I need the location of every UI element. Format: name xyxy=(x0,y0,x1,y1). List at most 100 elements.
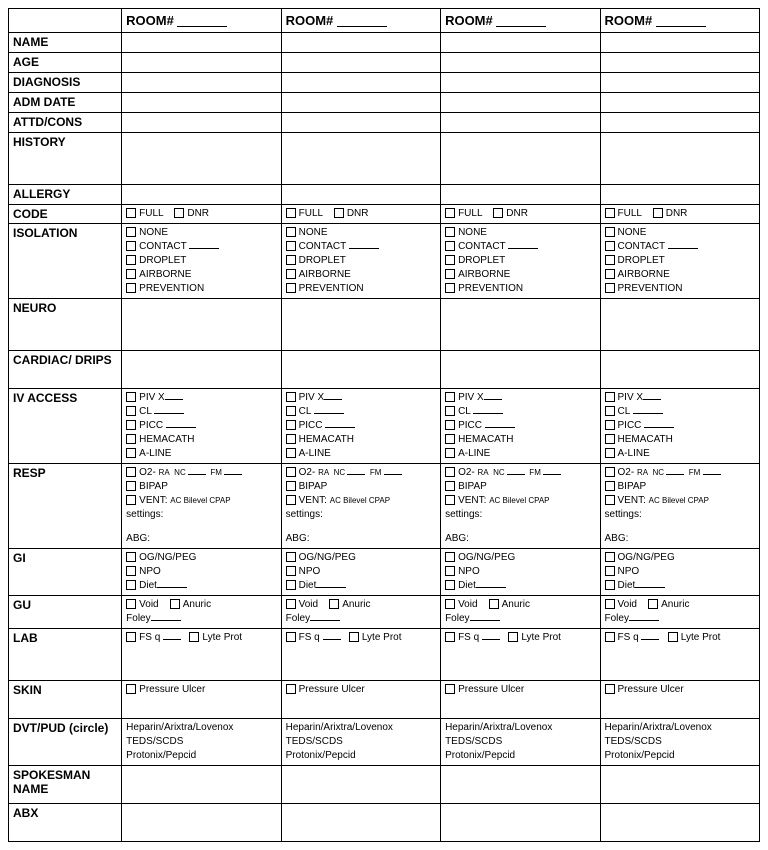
cell-history-1[interactable] xyxy=(281,133,440,185)
cell-skin-3[interactable]: Pressure Ulcer xyxy=(600,681,759,719)
cell-lab-2[interactable]: FS q Lyte Prot xyxy=(441,629,600,681)
cell-gu-1[interactable]: Void AnuricFoley xyxy=(281,596,440,629)
cell-code-1[interactable]: FULL DNR xyxy=(281,205,440,224)
cell-isolation-2[interactable]: NONECONTACT DROPLETAIRBORNEPREVENTION xyxy=(441,224,600,299)
cell-gi-0[interactable]: OG/NG/PEGNPODiet xyxy=(122,549,281,596)
cell-attd-cons-1[interactable] xyxy=(281,113,440,133)
row-name: NAME xyxy=(9,33,760,53)
cell-diagnosis-1[interactable] xyxy=(281,73,440,93)
cell-skin-1[interactable]: Pressure Ulcer xyxy=(281,681,440,719)
label-gu: GU xyxy=(9,596,122,629)
cell-cardiac-drips-1[interactable] xyxy=(281,351,440,389)
cell-age-2[interactable] xyxy=(441,53,600,73)
cell-spokesman-0[interactable] xyxy=(122,766,281,804)
cell-spokesman-2[interactable] xyxy=(441,766,600,804)
row-age: AGE xyxy=(9,53,760,73)
cell-spokesman-1[interactable] xyxy=(281,766,440,804)
cell-resp-2[interactable]: O2- RA NC FM BIPAPVENT: AC Bilevel CPAPs… xyxy=(441,464,600,549)
cell-isolation-1[interactable]: NONECONTACT DROPLETAIRBORNEPREVENTION xyxy=(281,224,440,299)
cell-lab-1[interactable]: FS q Lyte Prot xyxy=(281,629,440,681)
cell-history-2[interactable] xyxy=(441,133,600,185)
cell-gu-3[interactable]: Void AnuricFoley xyxy=(600,596,759,629)
cell-code-3[interactable]: FULL DNR xyxy=(600,205,759,224)
cell-iv-access-0[interactable]: PIV XCL PICC HEMACATHA-LINE xyxy=(122,389,281,464)
cell-adm-date-3[interactable] xyxy=(600,93,759,113)
cell-gi-1[interactable]: OG/NG/PEGNPODiet xyxy=(281,549,440,596)
label-attd-cons: ATTD/CONS xyxy=(9,113,122,133)
row-resp: RESPO2- RA NC FM BIPAPVENT: AC Bilevel C… xyxy=(9,464,760,549)
cell-code-0[interactable]: FULL DNR xyxy=(122,205,281,224)
room-header-2[interactable]: ROOM# xyxy=(441,9,600,33)
room-header-0[interactable]: ROOM# xyxy=(122,9,281,33)
cell-lab-0[interactable]: FS q Lyte Prot xyxy=(122,629,281,681)
cell-abx-1[interactable] xyxy=(281,804,440,842)
cell-attd-cons-3[interactable] xyxy=(600,113,759,133)
cell-allergy-0[interactable] xyxy=(122,185,281,205)
label-lab: LAB xyxy=(9,629,122,681)
cell-iv-access-2[interactable]: PIV XCL PICC HEMACATHA-LINE xyxy=(441,389,600,464)
label-skin: SKIN xyxy=(9,681,122,719)
cell-spokesman-3[interactable] xyxy=(600,766,759,804)
cell-gu-0[interactable]: Void AnuricFoley xyxy=(122,596,281,629)
cell-abx-3[interactable] xyxy=(600,804,759,842)
label-spokesman: SPOKESMAN NAME xyxy=(9,766,122,804)
cell-iv-access-1[interactable]: PIV XCL PICC HEMACATHA-LINE xyxy=(281,389,440,464)
cell-neuro-0[interactable] xyxy=(122,299,281,351)
cell-isolation-0[interactable]: NONECONTACT DROPLETAIRBORNEPREVENTION xyxy=(122,224,281,299)
cell-attd-cons-0[interactable] xyxy=(122,113,281,133)
cell-gu-2[interactable]: Void AnuricFoley xyxy=(441,596,600,629)
cell-code-2[interactable]: FULL DNR xyxy=(441,205,600,224)
cell-allergy-2[interactable] xyxy=(441,185,600,205)
cell-age-0[interactable] xyxy=(122,53,281,73)
cell-allergy-1[interactable] xyxy=(281,185,440,205)
cell-dvt-pud-1[interactable]: Heparin/Arixtra/LovenoxTEDS/SCDSProtonix… xyxy=(281,719,440,766)
cell-skin-0[interactable]: Pressure Ulcer xyxy=(122,681,281,719)
cell-name-2[interactable] xyxy=(441,33,600,53)
room-header-3[interactable]: ROOM# xyxy=(600,9,759,33)
cell-attd-cons-2[interactable] xyxy=(441,113,600,133)
cell-diagnosis-3[interactable] xyxy=(600,73,759,93)
label-gi: GI xyxy=(9,549,122,596)
room-header-1[interactable]: ROOM# xyxy=(281,9,440,33)
cell-history-3[interactable] xyxy=(600,133,759,185)
cell-gi-3[interactable]: OG/NG/PEGNPODiet xyxy=(600,549,759,596)
cell-gi-2[interactable]: OG/NG/PEGNPODiet xyxy=(441,549,600,596)
cell-abx-0[interactable] xyxy=(122,804,281,842)
cell-iv-access-3[interactable]: PIV XCL PICC HEMACATHA-LINE xyxy=(600,389,759,464)
cell-resp-1[interactable]: O2- RA NC FM BIPAPVENT: AC Bilevel CPAPs… xyxy=(281,464,440,549)
cell-allergy-3[interactable] xyxy=(600,185,759,205)
cell-resp-3[interactable]: O2- RA NC FM BIPAPVENT: AC Bilevel CPAPs… xyxy=(600,464,759,549)
cell-dvt-pud-3[interactable]: Heparin/Arixtra/LovenoxTEDS/SCDSProtonix… xyxy=(600,719,759,766)
cell-neuro-1[interactable] xyxy=(281,299,440,351)
cell-age-3[interactable] xyxy=(600,53,759,73)
cell-name-0[interactable] xyxy=(122,33,281,53)
cell-adm-date-2[interactable] xyxy=(441,93,600,113)
cell-cardiac-drips-0[interactable] xyxy=(122,351,281,389)
cell-cardiac-drips-2[interactable] xyxy=(441,351,600,389)
label-room-header xyxy=(9,9,122,33)
cell-history-0[interactable] xyxy=(122,133,281,185)
cell-resp-0[interactable]: O2- RA NC FM BIPAPVENT: AC Bilevel CPAPs… xyxy=(122,464,281,549)
cell-adm-date-0[interactable] xyxy=(122,93,281,113)
cell-cardiac-drips-3[interactable] xyxy=(600,351,759,389)
cell-diagnosis-2[interactable] xyxy=(441,73,600,93)
cell-neuro-2[interactable] xyxy=(441,299,600,351)
label-adm-date: ADM DATE xyxy=(9,93,122,113)
cell-isolation-3[interactable]: NONECONTACT DROPLETAIRBORNEPREVENTION xyxy=(600,224,759,299)
cell-lab-3[interactable]: FS q Lyte Prot xyxy=(600,629,759,681)
cell-abx-2[interactable] xyxy=(441,804,600,842)
cell-dvt-pud-2[interactable]: Heparin/Arixtra/LovenoxTEDS/SCDSProtonix… xyxy=(441,719,600,766)
label-diagnosis: DIAGNOSIS xyxy=(9,73,122,93)
cell-name-1[interactable] xyxy=(281,33,440,53)
label-allergy: ALLERGY xyxy=(9,185,122,205)
cell-adm-date-1[interactable] xyxy=(281,93,440,113)
cell-dvt-pud-0[interactable]: Heparin/Arixtra/LovenoxTEDS/SCDSProtonix… xyxy=(122,719,281,766)
cell-neuro-3[interactable] xyxy=(600,299,759,351)
row-gi: GIOG/NG/PEGNPODietOG/NG/PEGNPODietOG/NG/… xyxy=(9,549,760,596)
cell-age-1[interactable] xyxy=(281,53,440,73)
row-gu: GUVoid AnuricFoleyVoid AnuricFoleyVoid A… xyxy=(9,596,760,629)
cell-name-3[interactable] xyxy=(600,33,759,53)
label-name: NAME xyxy=(9,33,122,53)
cell-skin-2[interactable]: Pressure Ulcer xyxy=(441,681,600,719)
cell-diagnosis-0[interactable] xyxy=(122,73,281,93)
